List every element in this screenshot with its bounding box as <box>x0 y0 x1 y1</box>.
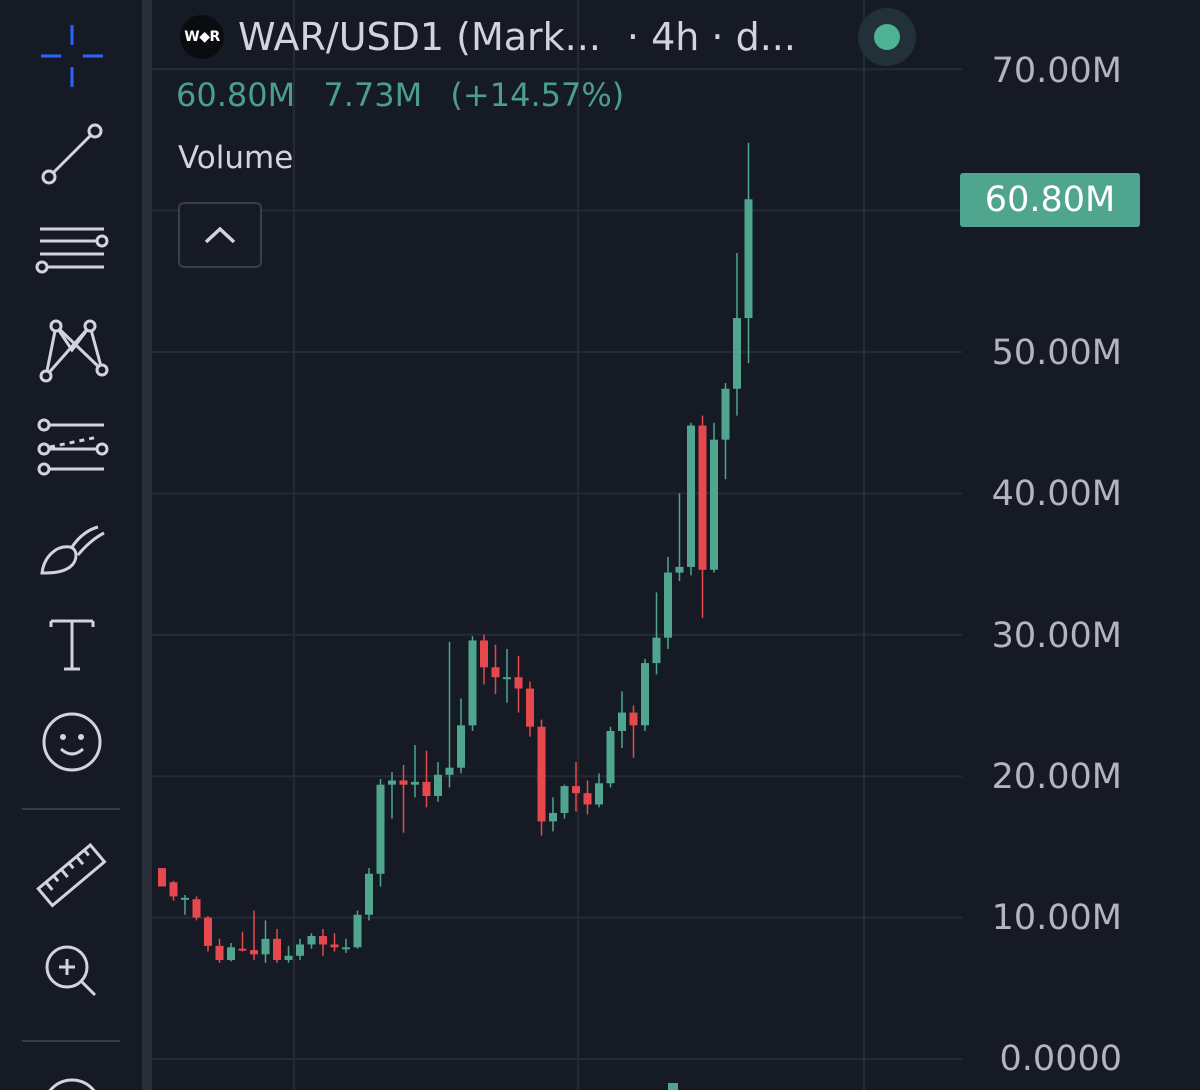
candle-body <box>296 944 304 956</box>
crosshair-icon[interactable] <box>30 16 114 96</box>
axis-label: 70.00M <box>991 51 1122 91</box>
candle-body <box>250 950 258 955</box>
more-tools-icon[interactable] <box>30 1070 114 1090</box>
candle-body <box>629 712 638 726</box>
candle-body <box>181 897 189 900</box>
axis-label: 40.00M <box>991 474 1122 514</box>
candle-body <box>526 688 534 727</box>
candle-body <box>537 726 546 822</box>
legend-values: 60.80M 7.73M (+14.57%) <box>176 76 642 114</box>
candle-body <box>273 938 281 961</box>
candle-body <box>411 781 419 785</box>
candle-body <box>215 945 224 961</box>
toolbar-border <box>142 0 152 1090</box>
legend-change: 7.73M <box>323 76 423 114</box>
candle-body <box>503 677 511 680</box>
status-dot-icon <box>874 24 900 50</box>
candle-body <box>330 944 339 948</box>
axis-label: 20.00M <box>991 757 1122 797</box>
collapse-legend-button[interactable] <box>178 202 262 268</box>
indicator-label[interactable]: Volume <box>178 140 294 176</box>
candle-body <box>595 783 603 805</box>
text-icon[interactable] <box>30 604 114 684</box>
candle-body <box>606 730 615 784</box>
symbol-header[interactable]: W◆R WAR/USD1 (Mark... · 4h · d... <box>180 12 796 62</box>
candle-body <box>480 640 488 668</box>
volume-bar <box>668 1083 678 1090</box>
candle-body <box>192 899 201 918</box>
ruler-icon[interactable] <box>30 836 114 916</box>
candle-body <box>744 199 753 319</box>
candle-body <box>457 725 465 768</box>
candle-body <box>549 812 557 822</box>
trendline-icon[interactable] <box>30 114 114 194</box>
candle-body <box>641 663 649 726</box>
candle-body <box>376 784 385 874</box>
candle-body <box>284 955 293 961</box>
candle-body <box>721 388 730 440</box>
drawing-toolbar <box>0 0 142 1090</box>
candle-body <box>342 947 350 950</box>
candle-body <box>422 781 431 796</box>
symbol-logo: W◆R <box>180 15 224 59</box>
zoom-in-icon[interactable] <box>30 932 114 1012</box>
chevron-up-icon <box>204 226 236 244</box>
candle-body <box>733 318 741 389</box>
symbol-title[interactable]: WAR/USD1 (Mark... <box>238 15 601 59</box>
candle-body <box>618 712 626 731</box>
candle-body <box>572 786 580 794</box>
candlestick-chart[interactable] <box>152 0 1200 1090</box>
pattern-icon[interactable] <box>30 310 114 390</box>
legend-value: 60.80M <box>176 76 296 114</box>
fib-icon[interactable] <box>30 408 114 488</box>
candle-body <box>675 566 684 573</box>
candle-body <box>307 935 316 945</box>
candle-body <box>652 637 661 664</box>
emoji-icon[interactable] <box>30 702 114 782</box>
horizontal-lines-icon[interactable] <box>30 212 114 292</box>
candle-body <box>468 640 477 726</box>
candle-body <box>261 938 270 955</box>
market-status-indicator[interactable] <box>858 8 916 66</box>
candle-body <box>158 868 166 887</box>
candle-body <box>238 948 247 951</box>
candle-body <box>491 667 500 678</box>
candle-body <box>319 935 327 945</box>
candle-body <box>169 882 178 897</box>
axis-label: 10.00M <box>991 898 1122 938</box>
candle-body <box>399 780 408 785</box>
candle-body <box>687 425 695 567</box>
axis-label: 30.00M <box>991 616 1122 656</box>
candle-body <box>445 767 454 775</box>
candle-body <box>227 947 235 961</box>
axis-label: 50.00M <box>991 333 1122 373</box>
candle-body <box>514 677 523 689</box>
current-price-tag: 60.80M <box>960 173 1140 227</box>
toolbar-divider <box>22 1040 120 1042</box>
candle-body <box>204 917 212 946</box>
brush-icon[interactable] <box>30 506 114 586</box>
candle-body <box>353 914 362 948</box>
candle-body <box>560 786 569 813</box>
candle-body <box>434 774 442 796</box>
candle-body <box>365 873 373 915</box>
candle-body <box>710 439 718 570</box>
candle-body <box>698 425 707 570</box>
candle-body <box>664 572 672 638</box>
toolbar-divider <box>22 808 120 810</box>
candle-body <box>583 793 592 805</box>
legend-change-pct: (+14.57%) <box>450 76 625 114</box>
interval-label[interactable]: · 4h · d... <box>626 15 796 59</box>
axis-label: 0.0000 <box>999 1039 1122 1079</box>
candle-body <box>388 780 396 785</box>
